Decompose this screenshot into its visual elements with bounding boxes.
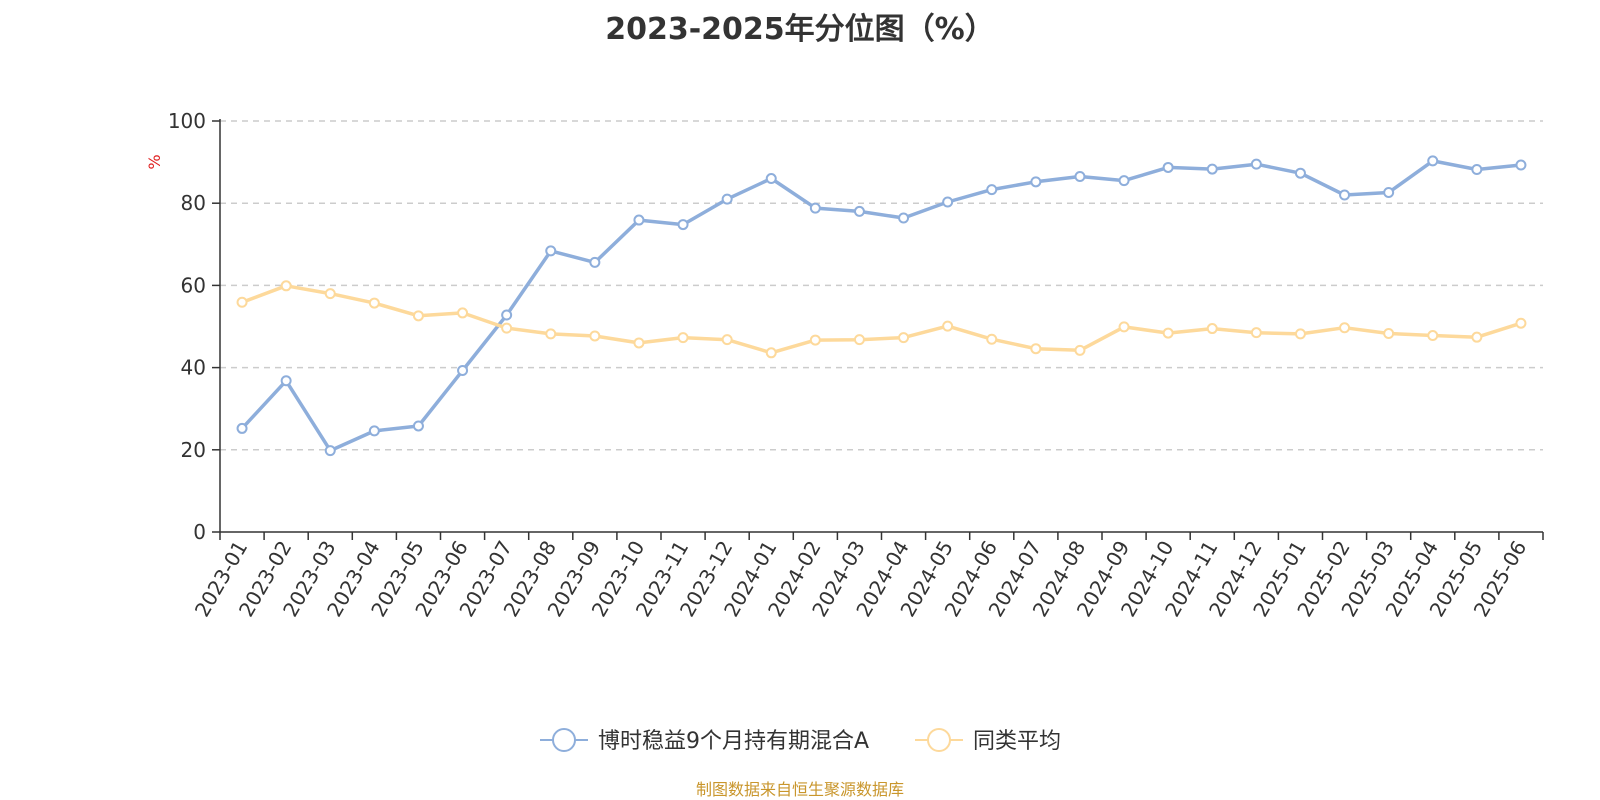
data-point [324, 288, 336, 300]
data-point [1339, 322, 1351, 334]
data-point [589, 256, 601, 268]
data-point [1074, 344, 1086, 356]
data-point [1471, 163, 1483, 175]
y-tick-label: 60 [181, 273, 206, 297]
data-point [1427, 155, 1439, 167]
data-point [721, 334, 733, 346]
data-point [853, 205, 865, 217]
legend-label: 同类平均 [973, 729, 1061, 754]
data-point [898, 212, 910, 224]
y-axis-label: % [145, 154, 164, 169]
data-point [412, 310, 424, 322]
data-point [633, 337, 645, 349]
data-point [1162, 161, 1174, 173]
legend-marker [927, 728, 951, 752]
data-point [1250, 327, 1262, 339]
data-point [1162, 327, 1174, 339]
data-point [545, 245, 557, 257]
data-point [1515, 159, 1527, 171]
data-point [942, 320, 954, 332]
data-point [1206, 323, 1218, 335]
data-point [721, 193, 733, 205]
data-point [280, 375, 292, 387]
data-point [368, 297, 380, 309]
data-point [457, 307, 469, 319]
series-line [241, 284, 1522, 355]
legend: 博时稳益9个月持有期混合A 同类平均 [540, 728, 1061, 754]
y-tick-label: 80 [181, 191, 206, 215]
source-note: 制图数据来自恒生聚源数据库 [695, 780, 904, 799]
y-tick-label: 40 [181, 356, 206, 380]
y-tick-label: 20 [181, 438, 206, 462]
data-point [368, 425, 380, 437]
data-point [236, 296, 248, 308]
legend-item-2: 同类平均 [915, 728, 1061, 754]
y-tick-label: 0 [193, 520, 206, 544]
data-point [1250, 158, 1262, 170]
data-point [809, 334, 821, 346]
data-point [1427, 330, 1439, 342]
data-point [1515, 317, 1527, 329]
data-point [412, 420, 424, 432]
y-tick-label: 100 [168, 109, 206, 133]
series-1 [236, 155, 1527, 457]
data-point [853, 334, 865, 346]
data-point [986, 333, 998, 345]
axes: 0204060801002023-012023-022023-032023-04… [168, 109, 1544, 621]
legend-marker [552, 728, 576, 752]
data-point [1118, 321, 1130, 333]
data-point [1074, 170, 1086, 182]
data-point [589, 330, 601, 342]
data-point [677, 332, 689, 344]
data-point [986, 184, 998, 196]
legend-label: 博时稳益9个月持有期混合A [598, 729, 869, 754]
data-point [1294, 167, 1306, 179]
legend-item-1: 博时稳益9个月持有期混合A [540, 728, 869, 754]
data-point [1030, 176, 1042, 188]
data-point [1383, 187, 1395, 199]
data-point [501, 309, 513, 321]
data-point [1339, 189, 1351, 201]
series-line [240, 159, 1522, 453]
data-point [1294, 328, 1306, 340]
data-point [1471, 331, 1483, 343]
data-point [677, 219, 689, 231]
data-point [898, 332, 910, 344]
data-point [1206, 163, 1218, 175]
data-point [1030, 343, 1042, 355]
data-point [545, 328, 557, 340]
data-point [280, 280, 292, 292]
grid-lines [220, 120, 1543, 451]
data-point [501, 322, 513, 334]
data-point [324, 445, 336, 457]
data-point [1118, 175, 1130, 187]
data-point [1383, 327, 1395, 339]
data-point [633, 214, 645, 226]
series-lines [236, 155, 1527, 457]
chart-title: 2023-2025年分位图（%） [605, 12, 995, 47]
data-point [765, 173, 777, 185]
series-2 [236, 280, 1527, 359]
data-point [236, 422, 248, 434]
data-point [942, 196, 954, 208]
data-point [809, 202, 821, 214]
data-point [457, 364, 469, 376]
data-point [765, 347, 777, 359]
